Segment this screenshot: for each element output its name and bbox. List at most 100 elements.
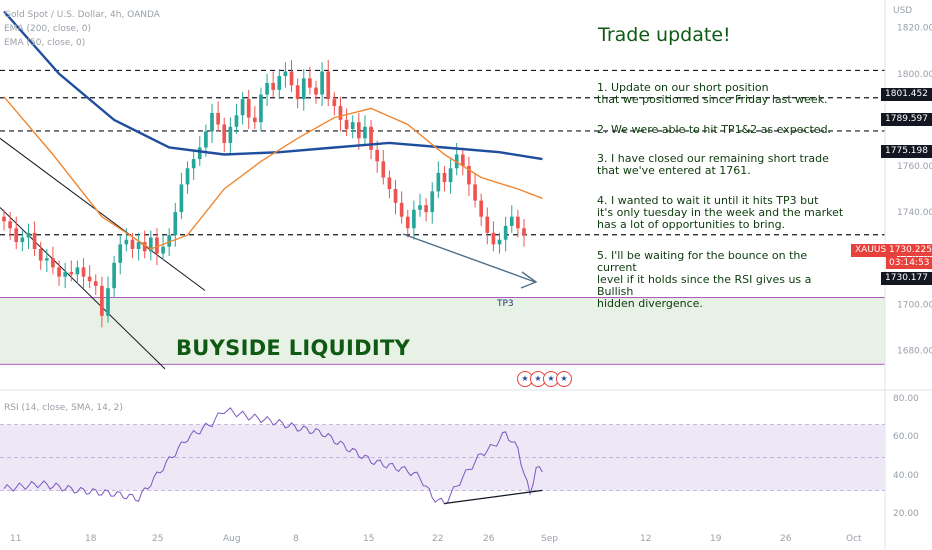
candle-body — [173, 212, 178, 236]
price-tag-1789: 1789.597 — [881, 113, 932, 126]
candle-body — [375, 149, 380, 162]
buyside-zone — [0, 297, 885, 365]
candle-body — [136, 242, 141, 249]
tp3-label: TP3 — [497, 299, 514, 309]
candle-body — [130, 239, 135, 249]
x-axis-tick: 15 — [363, 534, 374, 544]
x-axis-tick: 11 — [10, 534, 21, 544]
candle-body — [100, 285, 104, 316]
ema200-legend: EMA (200, close, 0) — [4, 24, 92, 34]
candle-body — [63, 272, 68, 277]
candle-body — [167, 235, 172, 247]
candle-body — [44, 258, 49, 261]
candle-body — [38, 248, 43, 261]
rsi-tick-20: 20.00 — [893, 509, 919, 519]
x-axis-tick: Aug — [223, 534, 241, 544]
x-axis-tick: 18 — [85, 534, 97, 544]
candle-body — [295, 85, 300, 100]
x-axis-tick: 26 — [483, 534, 495, 544]
projection-arrow-head — [520, 271, 538, 289]
candle-body — [338, 106, 343, 120]
candle-body — [314, 87, 318, 95]
candle-body — [308, 78, 312, 88]
candle-body — [381, 161, 386, 178]
candle-body — [161, 246, 165, 254]
candle-body — [271, 82, 276, 90]
candle-body — [460, 154, 465, 166]
candle-body — [430, 191, 435, 213]
note-5: 5. I'll be waiting for the bounce on the… — [597, 249, 812, 310]
candle-body — [216, 112, 220, 125]
candle-body — [326, 71, 331, 100]
candle-body — [179, 184, 184, 213]
candle-body — [93, 281, 98, 286]
price-axis-tick: 1740.00 — [897, 208, 932, 218]
candle-body — [405, 216, 410, 229]
candle-body — [473, 184, 477, 201]
candle-body — [20, 237, 25, 243]
x-axis-tick: 12 — [640, 534, 651, 544]
candle-body — [8, 221, 12, 229]
candle-body — [252, 117, 257, 123]
candle-body — [448, 168, 453, 183]
rsi-divergence-line — [444, 489, 543, 505]
price-tag-1730: 1730.177 — [881, 272, 932, 285]
x-axis-tick: Sep — [541, 534, 558, 544]
candle-body — [436, 172, 441, 192]
candle-body — [516, 216, 520, 229]
candle-body — [277, 76, 282, 90]
candle-body — [142, 242, 147, 252]
x-axis-tick: 19 — [710, 534, 722, 544]
candle-body — [301, 78, 306, 100]
us-flag-event-icon[interactable]: ★ — [543, 371, 559, 387]
rsi-tick-60: 60.00 — [893, 432, 919, 442]
candle-body — [204, 131, 208, 148]
candle-body — [51, 258, 55, 268]
candle-body — [399, 202, 404, 217]
candle-body — [491, 232, 496, 245]
price-tag-1775: 1775.198 — [881, 145, 932, 158]
price-axis-tick: 1800.00 — [897, 70, 932, 80]
candle-body — [69, 272, 74, 275]
candle-body — [210, 112, 214, 132]
candle-body — [350, 122, 355, 130]
candle-body — [2, 216, 6, 222]
x-axis-tick: 22 — [432, 534, 443, 544]
note-1: 1. Update on our short position that we … — [597, 81, 828, 106]
candle-body — [185, 168, 190, 185]
candle-body — [191, 159, 196, 169]
current-price-tag: 1730.225 — [886, 244, 932, 256]
candle-body — [485, 216, 490, 233]
candle-body — [363, 126, 367, 139]
ema50-legend: EMA (50, close, 0) — [4, 38, 86, 48]
candle-body — [356, 122, 361, 139]
us-flag-event-icon[interactable]: ★ — [556, 371, 572, 387]
price-axis-tick: 1820.00 — [897, 24, 932, 34]
rsi-tick-80: 80.00 — [893, 394, 919, 404]
candle-body — [57, 267, 61, 277]
price-axis-tick: 1700.00 — [897, 300, 932, 310]
note-2: 2. We were able to hit TP1&2 as expected… — [597, 123, 832, 136]
candle-body — [418, 205, 422, 210]
candle-body — [75, 267, 80, 275]
candle-body — [155, 237, 159, 254]
candle-body — [228, 126, 233, 143]
candle-body — [332, 99, 337, 107]
candle-body — [14, 228, 19, 243]
candle-body — [497, 239, 502, 245]
rsi-line — [3, 407, 543, 505]
candle-body — [369, 126, 373, 150]
candle-body — [197, 147, 202, 160]
price-tag-1801: 1801.452 — [881, 88, 932, 101]
countdown-tag: 03:14:53 — [886, 257, 932, 269]
candle-body — [344, 119, 349, 130]
note-4: 4. I wanted to wait it until it hits TP3… — [597, 194, 844, 231]
candle-body — [234, 115, 239, 127]
candle-body — [259, 94, 263, 123]
candle-body — [148, 237, 153, 252]
candle-body — [81, 267, 86, 277]
buyside-liquidity-label: BUYSIDE LIQUIDITY — [176, 336, 411, 360]
trade-update-title: Trade update! — [598, 24, 731, 46]
candle-body — [265, 82, 269, 95]
